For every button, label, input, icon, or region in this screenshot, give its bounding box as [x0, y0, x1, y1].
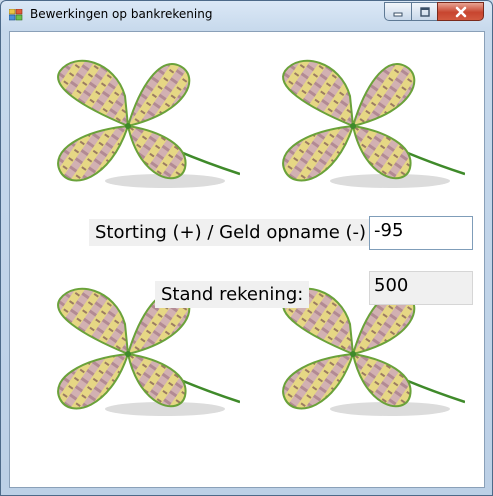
close-button[interactable]	[437, 2, 484, 21]
balance-display: 500	[369, 271, 473, 305]
amount-input[interactable]: -95	[369, 216, 473, 250]
clover-image-top-right	[265, 56, 465, 191]
maximize-icon	[419, 7, 431, 17]
close-icon	[454, 6, 468, 18]
maximize-button[interactable]	[411, 2, 438, 21]
deposit-withdraw-label: Storting (+) / Geld opname (-)	[89, 219, 372, 246]
app-icon	[9, 9, 23, 21]
clover-image-top-left	[40, 56, 240, 191]
title-bar[interactable]: Bewerkingen op bankrekening	[1, 1, 492, 31]
window-title: Bewerkingen op bankrekening	[30, 7, 212, 21]
minimize-button[interactable]	[384, 2, 412, 21]
balance-label: Stand rekening:	[155, 281, 309, 308]
form-client-area: Storting (+) / Geld opname (-) -95 Stand…	[9, 31, 485, 488]
minimize-icon	[392, 7, 404, 17]
